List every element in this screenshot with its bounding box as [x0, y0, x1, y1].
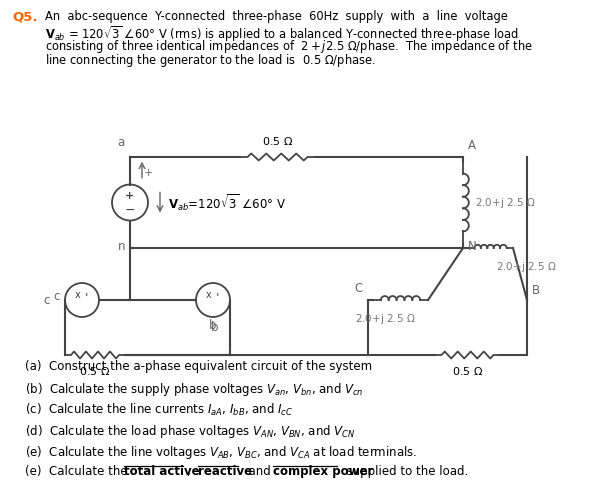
Text: Q5.: Q5.	[12, 10, 38, 23]
Text: An  abc-sequence  Y-connected  three-phase  60Hz  supply  with  a  line  voltage: An abc-sequence Y-connected three-phase …	[45, 10, 508, 23]
Text: +: +	[126, 191, 135, 201]
Text: c: c	[54, 290, 60, 304]
Text: and: and	[241, 465, 278, 478]
Text: (c)  Calculate the line currents $I_{aA}$, $I_{bB}$, and $I_{cC}$: (c) Calculate the line currents $I_{aA}$…	[25, 402, 293, 418]
Text: supplied to the load.: supplied to the load.	[339, 465, 468, 478]
Text: line connecting the generator to the load is  $0.5\ \Omega$/phase.: line connecting the generator to the loa…	[45, 52, 376, 69]
Text: (e)  Calculate the: (e) Calculate the	[25, 465, 135, 478]
Text: $\mathbf{V}_{ab}$=120$\sqrt{3}$ $\angle$60° V: $\mathbf{V}_{ab}$=120$\sqrt{3}$ $\angle$…	[168, 192, 286, 213]
Text: total active: total active	[124, 465, 200, 478]
Text: reactive: reactive	[199, 465, 252, 478]
Text: −: −	[125, 204, 135, 216]
Text: A: A	[468, 139, 476, 152]
Text: x: x	[205, 290, 211, 300]
Text: b: b	[209, 319, 216, 332]
Text: 0.5 $\Omega$: 0.5 $\Omega$	[452, 365, 483, 377]
Text: c: c	[43, 294, 50, 307]
Text: B: B	[532, 284, 540, 297]
Text: 2.0+j 2.5 $\Omega$: 2.0+j 2.5 $\Omega$	[475, 195, 536, 210]
Text: C: C	[355, 282, 363, 295]
Text: n: n	[117, 240, 125, 252]
Text: consisting of three identical impedances of  $2 + j2.5\ \Omega$/phase.  The impe: consisting of three identical impedances…	[45, 38, 533, 55]
Text: +: +	[144, 168, 153, 179]
Text: (a)  Construct the a-phase equivalent circuit of the system: (a) Construct the a-phase equivalent cir…	[25, 360, 372, 373]
Text: 2.0+j 2.5 $\Omega$: 2.0+j 2.5 $\Omega$	[355, 312, 416, 326]
Text: ': '	[85, 292, 89, 305]
Text: ,: ,	[187, 465, 199, 478]
Text: 0.5 $\Omega$: 0.5 $\Omega$	[262, 135, 293, 147]
Text: 2.0+j 2.5 $\Omega$: 2.0+j 2.5 $\Omega$	[496, 260, 556, 274]
Text: (b)  Calculate the supply phase voltages $V_{an}$, $V_{bn}$, and $V_{cn}$: (b) Calculate the supply phase voltages …	[25, 381, 364, 398]
Text: N: N	[468, 240, 477, 252]
Text: 0.5 $\Omega$: 0.5 $\Omega$	[80, 365, 111, 377]
Text: $\mathbf{V}_{ab}$ = 120$\sqrt{3}$ $\angle$60° V (rms) is applied to a balanced Y: $\mathbf{V}_{ab}$ = 120$\sqrt{3}$ $\angl…	[45, 24, 519, 44]
Text: ': '	[216, 292, 219, 305]
Text: (e)  Calculate the line voltages $V_{AB}$, $V_{BC}$, and $V_{CA}$ at load termin: (e) Calculate the line voltages $V_{AB}$…	[25, 444, 417, 461]
Text: b: b	[211, 321, 219, 334]
Text: complex power: complex power	[273, 465, 373, 478]
Text: ww: ww	[271, 161, 285, 170]
Text: a: a	[118, 136, 125, 149]
Text: (d)  Calculate the load phase voltages $V_{AN}$, $V_{BN}$, and $V_{CN}$: (d) Calculate the load phase voltages $V…	[25, 423, 355, 440]
Text: x: x	[74, 290, 80, 300]
